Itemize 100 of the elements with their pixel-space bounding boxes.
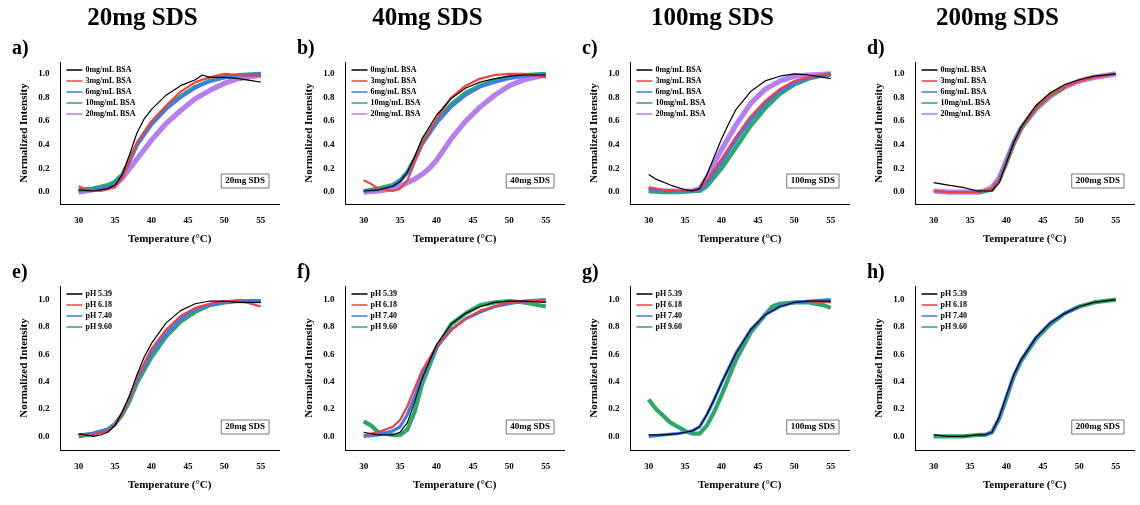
x-tick-label: 50 [504,214,515,225]
legend-label: 0mg/mL BSA [940,65,987,75]
text: a) [12,36,29,59]
legend-label: 10mg/mL BSA [655,98,706,108]
x-tick-label: 35 [110,460,121,471]
y-tick-label: 1.0 [608,293,620,304]
y-tick-label: 0.4 [38,375,50,386]
y-tick-label: 0.6 [608,115,620,126]
x-tick-label: 55 [541,214,551,225]
x-tick-label: 40 [1002,460,1012,471]
y-axis-title: Normalized Intensity [17,317,30,418]
x-tick-label: 30 [359,214,369,225]
x-tick-label: 50 [504,460,515,471]
legend-label: 20mg/mL BSA [370,109,421,119]
x-tick-label: 45 [753,460,763,471]
legend-label: 0mg/mL BSA [370,65,417,75]
y-tick-label: 0.0 [893,186,905,197]
x-tick-label: 30 [74,460,84,471]
legend-label: pH 9.60 [655,322,683,332]
y-tick-label: 0.4 [608,139,620,150]
x-tick-label: 30 [929,214,939,225]
legend-label: pH 5.39 [85,289,113,299]
x-tick-label: 30 [929,460,939,471]
y-tick-label: 1.0 [323,293,335,304]
x-tick-label: 35 [680,214,691,225]
chart-title: 20mg SDS [86,2,199,32]
y-tick-label: 1.0 [323,68,335,79]
legend-label: 10mg/mL BSA [940,98,991,108]
x-tick-label: 55 [256,460,266,471]
y-tick-label: 0.2 [323,162,335,173]
y-axis-title: Normalized Intensity [872,82,885,183]
legend-label: pH 9.60 [85,322,113,332]
annotation: 100mg SDS [790,421,835,432]
y-tick-label: 0.0 [38,430,50,441]
x-tick-label: 40 [717,460,727,471]
annotation: 200mg SDS [1075,421,1120,432]
legend-label: 3mg/mL BSA [655,76,702,86]
y-tick-label: 0.0 [893,430,905,441]
y-tick-label: 0.8 [608,321,620,332]
legend-label: 0mg/mL BSA [85,65,132,75]
y-tick-label: 0.4 [608,375,620,386]
legend-label: pH 6.18 [370,300,398,310]
legend-label: 10mg/mL BSA [370,98,421,108]
y-tick-label: 0.2 [323,403,335,414]
y-tick-label: 0.6 [608,348,620,359]
y-tick-label: 0.2 [38,162,50,173]
annotation: 40mg SDS [510,175,550,186]
x-tick-label: 35 [110,214,121,225]
x-tick-label: 35 [965,460,976,471]
annotation: 200mg SDS [1075,175,1120,186]
text: c) [582,36,598,59]
annotation: 40mg SDS [510,421,550,432]
y-tick-label: 0.4 [893,139,905,150]
x-tick-label: 40 [147,460,157,471]
x-tick-label: 45 [753,214,763,225]
legend-label: pH 9.60 [370,322,398,332]
y-axis-title: Normalized Intensity [302,317,315,418]
legend-label: 6mg/mL BSA [85,87,132,97]
legend-label: 3mg/mL BSA [85,76,132,86]
x-tick-label: 50 [1074,460,1085,471]
x-axis-title: Temperature (°C) [697,232,782,246]
x-tick-label: 45 [468,214,478,225]
x-tick-label: 35 [395,214,406,225]
x-tick-label: 50 [789,214,800,225]
y-tick-label: 0.8 [323,91,335,102]
y-tick-label: 0.2 [38,403,50,414]
y-axis-title: Normalized Intensity [302,82,315,183]
x-tick-label: 45 [1038,460,1048,471]
x-tick-label: 50 [219,214,230,225]
legend-label: pH 6.18 [85,300,113,310]
y-tick-label: 0.6 [323,115,335,126]
y-tick-label: 1.0 [38,68,50,79]
y-tick-label: 0.6 [38,348,50,359]
y-tick-label: 0.4 [323,375,335,386]
annotation: 20mg SDS [225,421,265,432]
x-tick-label: 30 [74,214,84,225]
y-tick-label: 1.0 [608,68,620,79]
y-tick-label: 0.2 [608,162,620,173]
y-tick-label: 0.2 [893,403,905,414]
legend-label: 6mg/mL BSA [940,87,987,97]
legend-label: 3mg/mL BSA [940,76,987,86]
annotation: 20mg SDS [225,175,265,186]
y-tick-label: 0.0 [38,186,50,197]
x-tick-label: 35 [965,214,976,225]
x-tick-label: 30 [359,460,369,471]
y-tick-label: 0.0 [608,186,620,197]
y-tick-label: 0.0 [323,186,335,197]
legend-label: pH 9.60 [940,322,968,332]
x-axis-title: Temperature (°C) [127,232,212,246]
y-tick-label: 0.6 [38,115,50,126]
y-tick-label: 0.8 [893,321,905,332]
x-tick-label: 40 [717,214,727,225]
legend-label: pH 7.40 [85,311,113,321]
x-tick-label: 35 [680,460,691,471]
legend-label: pH 5.39 [370,289,398,299]
text: f) [297,260,311,283]
x-tick-label: 45 [183,214,193,225]
text: e) [12,260,28,283]
legend-label: 20mg/mL BSA [85,109,136,119]
x-tick-label: 40 [147,214,157,225]
